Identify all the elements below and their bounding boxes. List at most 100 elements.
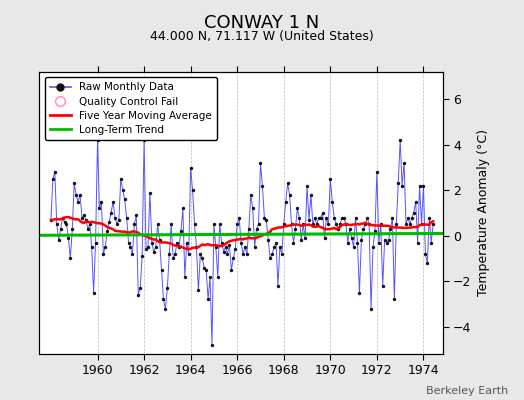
Point (245, 226, 253, 232)
Point (345, 226, 354, 232)
Point (416, 182, 424, 189)
Point (227, 267, 236, 273)
Point (149, 248, 158, 255)
Point (247, 192, 255, 198)
Point (109, 198, 117, 205)
Point (74, 198, 82, 205)
Point (316, 214, 325, 221)
Point (272, 239, 280, 246)
Point (126, 244, 135, 250)
Point (353, 239, 362, 246)
Point (363, 214, 372, 221)
Point (340, 214, 348, 221)
Point (161, 305, 170, 312)
Point (319, 210, 327, 216)
Point (371, 228, 379, 234)
Point (253, 226, 261, 232)
Point (202, 267, 210, 273)
Point (72, 192, 80, 198)
Point (390, 296, 399, 303)
Point (215, 221, 224, 228)
Point (400, 160, 408, 166)
Point (260, 214, 269, 221)
Point (320, 235, 329, 241)
Point (297, 237, 305, 244)
Point (111, 214, 119, 221)
Legend: Raw Monthly Data, Quality Control Fail, Five Year Moving Average, Long-Term Tren: Raw Monthly Data, Quality Control Fail, … (45, 77, 217, 140)
Point (214, 274, 222, 280)
Point (233, 221, 242, 228)
Point (217, 239, 226, 246)
Point (299, 221, 308, 228)
Point (159, 296, 168, 303)
Point (175, 244, 183, 250)
Point (429, 221, 438, 228)
Point (91, 239, 100, 246)
Point (148, 239, 156, 246)
Point (266, 255, 275, 262)
Point (70, 180, 79, 187)
Point (303, 182, 311, 189)
Point (326, 176, 334, 182)
Point (264, 237, 272, 244)
Point (221, 244, 230, 250)
Point (307, 192, 315, 198)
Point (138, 253, 146, 260)
Point (347, 235, 356, 241)
Point (142, 246, 150, 252)
Point (398, 182, 406, 189)
Point (196, 251, 204, 257)
Point (408, 214, 416, 221)
Point (62, 221, 71, 228)
Point (154, 221, 162, 228)
Point (204, 296, 212, 303)
Point (427, 239, 435, 246)
Point (280, 221, 288, 228)
Point (54, 237, 63, 244)
Point (243, 251, 251, 257)
Point (132, 212, 140, 218)
Point (332, 221, 341, 228)
Point (165, 251, 173, 257)
Point (51, 169, 59, 175)
Point (281, 198, 290, 205)
Point (210, 221, 218, 228)
Point (181, 274, 189, 280)
Point (130, 221, 138, 228)
Point (361, 221, 369, 228)
Point (403, 214, 412, 221)
Point (124, 239, 133, 246)
Point (144, 244, 152, 250)
Point (283, 180, 292, 187)
Text: CONWAY 1 N: CONWAY 1 N (204, 14, 320, 32)
Point (184, 251, 193, 257)
Point (314, 214, 323, 221)
Point (93, 137, 102, 144)
Point (375, 239, 383, 246)
Point (57, 226, 65, 232)
Point (250, 244, 259, 250)
Point (295, 214, 303, 221)
Point (410, 210, 418, 216)
Y-axis label: Temperature Anomaly (°C): Temperature Anomaly (°C) (477, 130, 490, 296)
Point (167, 221, 176, 228)
Point (352, 214, 360, 221)
Point (220, 248, 228, 255)
Point (121, 196, 129, 202)
Point (338, 214, 346, 221)
Point (256, 160, 265, 166)
Point (286, 192, 294, 198)
Point (355, 289, 364, 296)
Point (194, 287, 203, 294)
Point (237, 239, 245, 246)
Point (293, 205, 301, 212)
Point (192, 244, 201, 250)
Point (58, 214, 67, 221)
Point (278, 251, 286, 257)
Point (241, 244, 249, 250)
Point (182, 239, 191, 246)
Point (311, 214, 319, 221)
Point (78, 214, 86, 221)
Point (206, 274, 214, 280)
Point (113, 221, 121, 228)
